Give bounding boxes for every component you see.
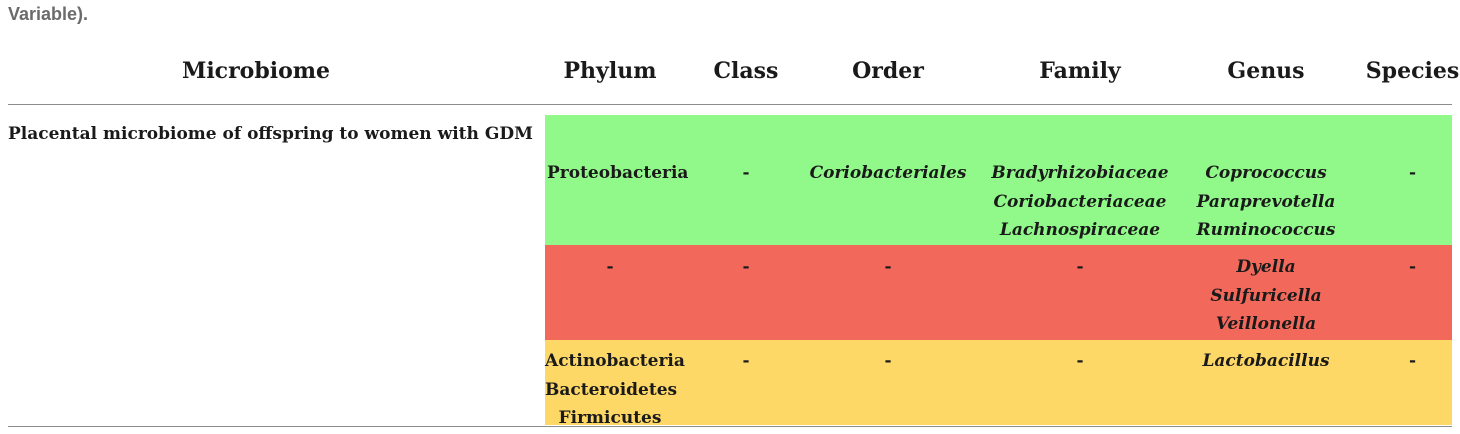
red-family-cell: - <box>985 253 1175 282</box>
green-family-cell: Bradyrhizobiaceae Coriobacteriaceae Lach… <box>985 159 1175 245</box>
yellow-genus-1: Lactobacillus <box>1202 351 1330 371</box>
red-class: - <box>742 257 750 277</box>
green-phylum-1: Proteobacteria <box>547 163 689 183</box>
yellow-species-cell: - <box>1365 347 1460 376</box>
yellow-phylum-1: Actinobacteria <box>545 351 685 371</box>
red-genus-3: Veillonella <box>1215 314 1317 334</box>
green-family-3: Lachnospiraceae <box>999 220 1161 240</box>
header-genus: Genus <box>1227 58 1305 84</box>
yellow-phylum-3: Firmicutes <box>558 408 662 428</box>
green-genus-1: Coprococcus <box>1205 163 1327 183</box>
header-microbiome: Microbiome <box>181 58 331 84</box>
yellow-band <box>545 340 1452 425</box>
yellow-phylum-cell: Actinobacteria Bacteroidetes Firmicutes <box>545 347 685 433</box>
green-species: - <box>1408 163 1417 183</box>
red-order: - <box>884 257 892 277</box>
yellow-species: - <box>1408 351 1417 371</box>
red-phylum: - <box>606 257 614 277</box>
yellow-genus-cell: Lactobacillus <box>1186 347 1346 376</box>
header-class: Class <box>713 58 779 84</box>
red-species: - <box>1408 257 1417 277</box>
green-phylum-cell: Proteobacteria <box>547 159 688 188</box>
yellow-phylum-2: Bacteroidetes <box>545 379 678 400</box>
bottom-rule <box>8 426 1452 427</box>
red-class-cell: - <box>700 253 792 282</box>
header-family: Family <box>1039 58 1121 84</box>
yellow-order: - <box>884 351 892 371</box>
yellow-order-cell: - <box>802 347 974 376</box>
green-genus-cell: Coprococcus Paraprevotella Ruminococcus <box>1186 159 1346 245</box>
green-order-cell: Coriobacteriales <box>802 159 974 188</box>
red-phylum-cell: - <box>545 253 675 282</box>
red-family: - <box>1076 257 1084 277</box>
caption-tail: Variable). <box>8 4 89 24</box>
green-species-cell: - <box>1365 159 1460 188</box>
header-phylum: Phylum <box>563 58 657 84</box>
green-class: - <box>742 163 750 183</box>
yellow-family: - <box>1076 351 1084 371</box>
yellow-class: - <box>742 351 750 371</box>
green-family-2: Coriobacteriaceae <box>993 191 1167 212</box>
red-species-cell: - <box>1365 253 1460 282</box>
red-genus-2: Sulfuricella <box>1210 285 1322 306</box>
red-band <box>545 245 1452 340</box>
row-label: Placental microbiome of offspring to wom… <box>8 124 533 144</box>
green-class-cell: - <box>700 159 792 188</box>
red-genus-cell: Dyella Sulfuricella Veillonella <box>1186 253 1346 339</box>
green-family-1: Bradyrhizobiaceae <box>991 163 1169 183</box>
green-genus-2: Paraprevotella <box>1196 191 1336 212</box>
header-rule <box>8 104 1452 105</box>
header-order: Order <box>852 58 924 84</box>
red-genus-1: Dyella <box>1236 257 1296 277</box>
green-genus-3: Ruminococcus <box>1196 220 1336 240</box>
green-order-1: Coriobacteriales <box>809 163 967 183</box>
yellow-class-cell: - <box>700 347 792 376</box>
header-species: Species <box>1365 58 1460 84</box>
yellow-family-cell: - <box>985 347 1175 376</box>
green-band <box>545 115 1452 245</box>
red-order-cell: - <box>802 253 974 282</box>
